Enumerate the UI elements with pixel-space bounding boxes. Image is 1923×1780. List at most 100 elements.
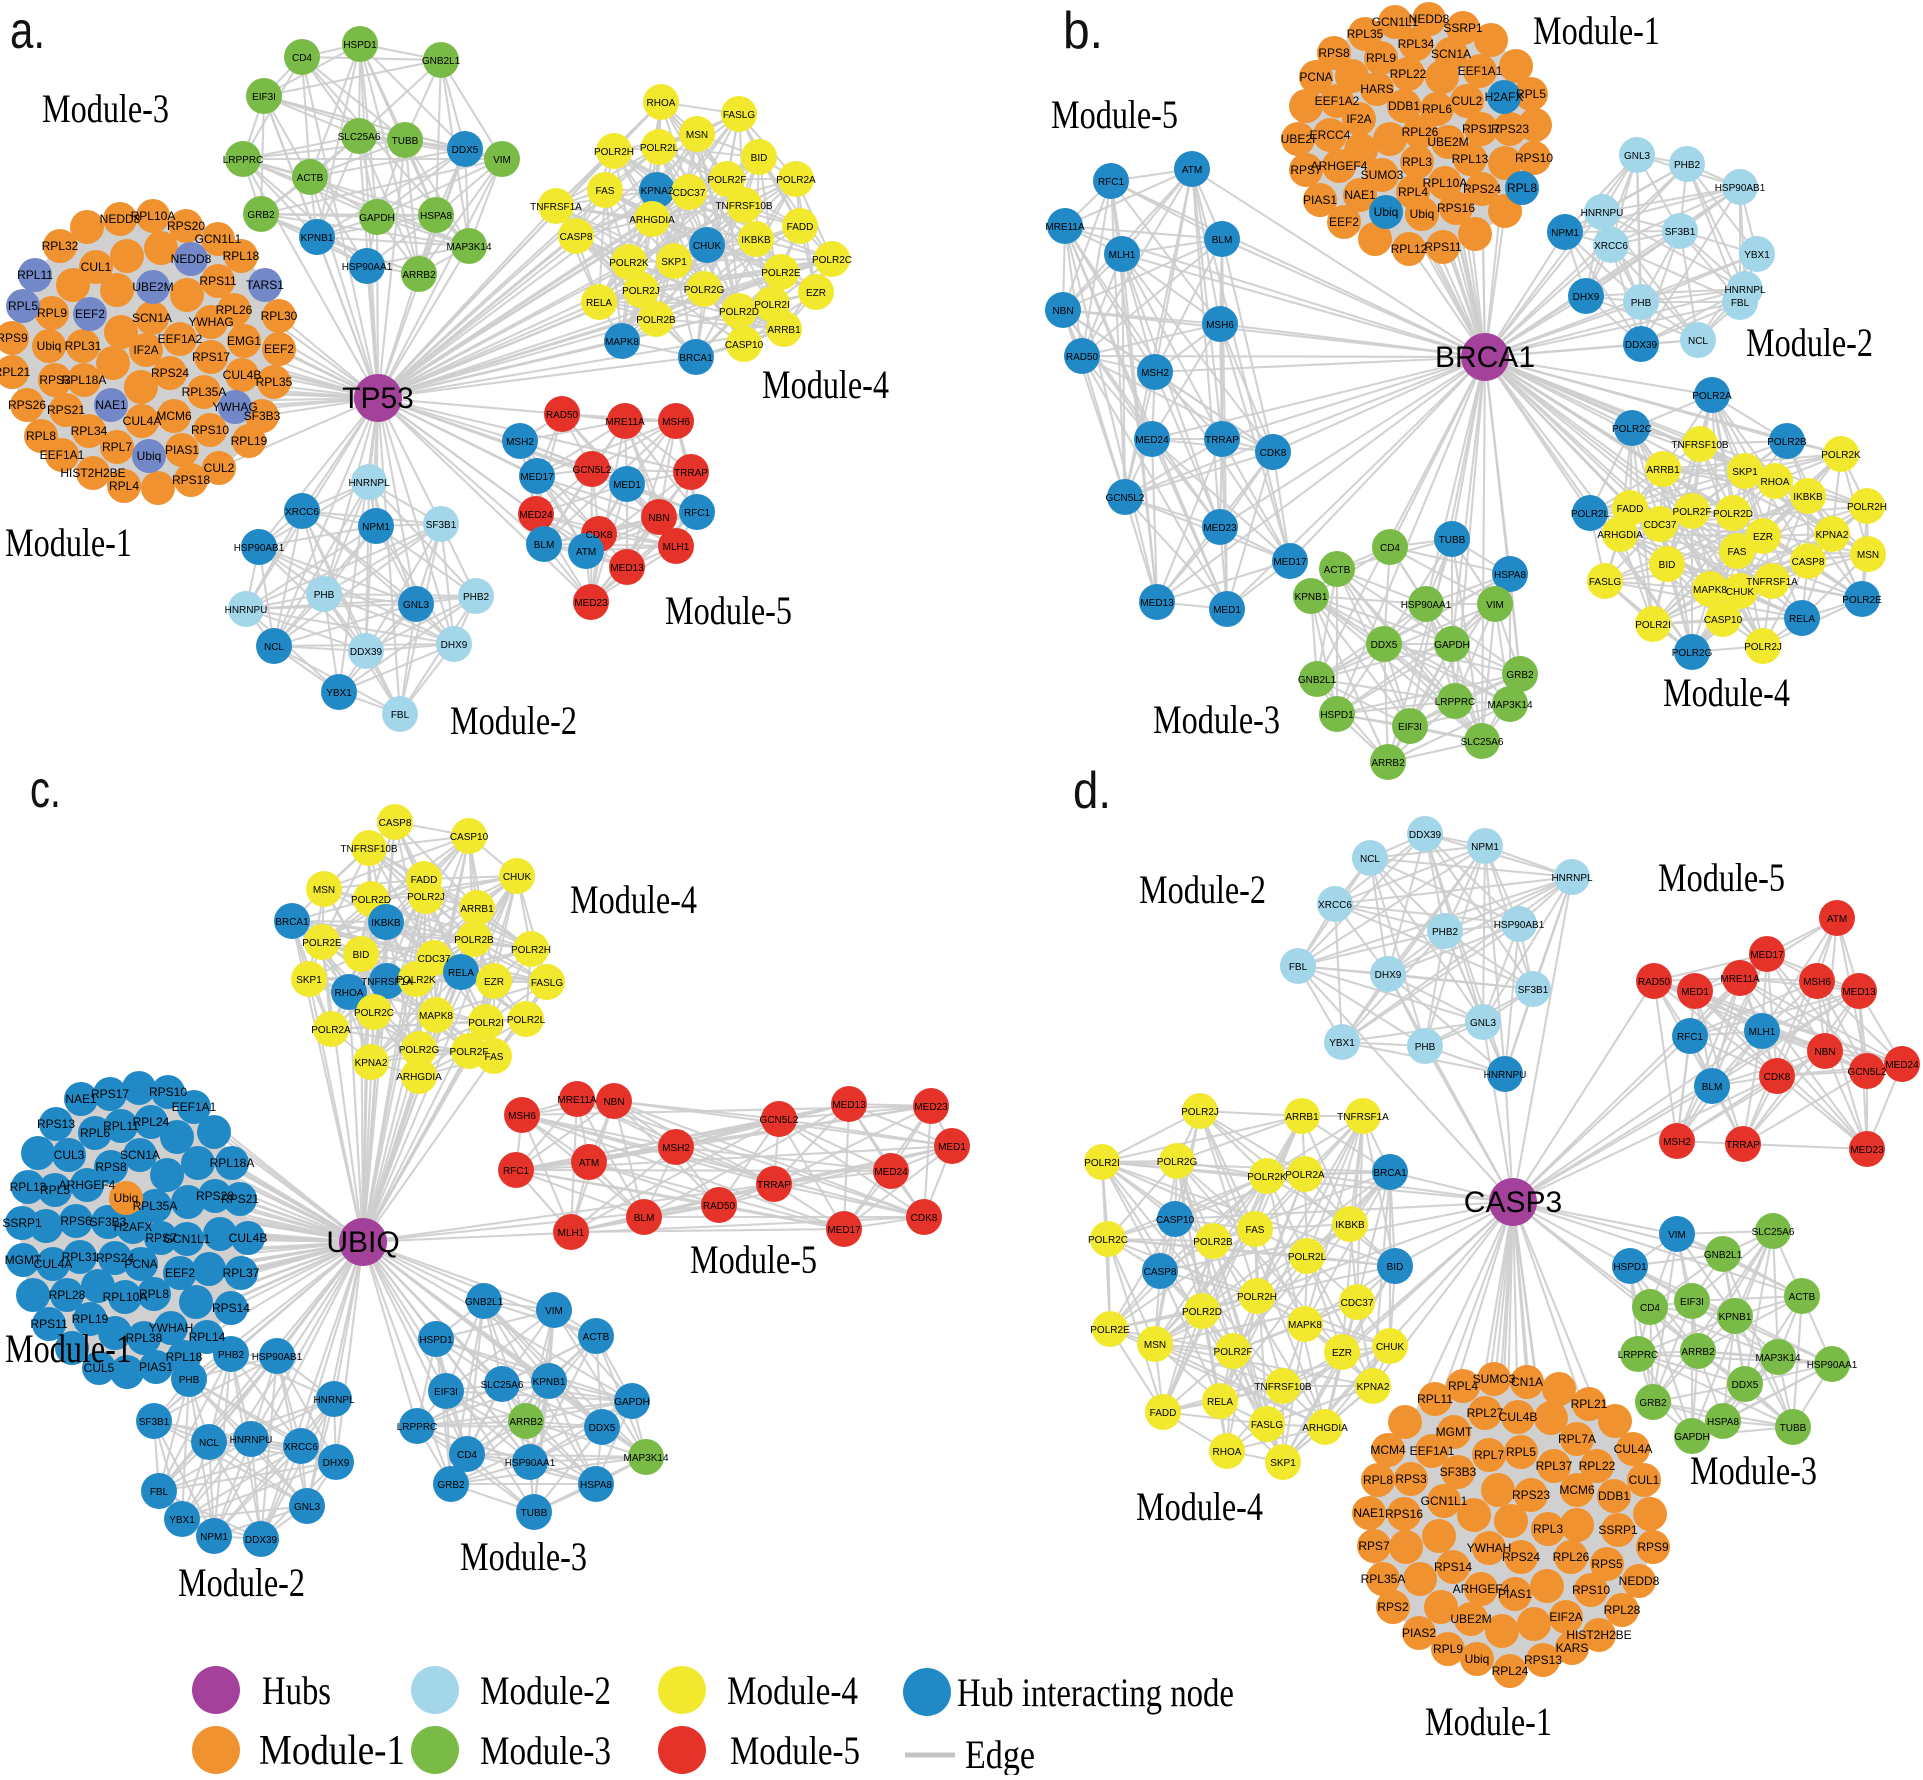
svg-text:CASP10: CASP10 <box>1704 615 1743 626</box>
svg-text:RPS10: RPS10 <box>191 423 229 437</box>
svg-text:POLR2K: POLR2K <box>1821 450 1861 461</box>
svg-text:MSH2: MSH2 <box>1141 368 1169 379</box>
svg-text:CASP3: CASP3 <box>1464 1186 1562 1219</box>
svg-text:CUL4B: CUL4B <box>229 1231 268 1245</box>
svg-text:DHX9: DHX9 <box>323 1458 350 1469</box>
svg-text:Module-3: Module-3 <box>42 86 169 131</box>
svg-text:MSN: MSN <box>1144 1340 1166 1351</box>
svg-text:SLC25A6: SLC25A6 <box>338 132 381 143</box>
svg-text:CUL4A: CUL4A <box>34 1257 73 1271</box>
svg-text:RPS11: RPS11 <box>1424 240 1461 254</box>
svg-text:CASP8: CASP8 <box>1144 1267 1177 1278</box>
svg-text:RPS8: RPS8 <box>95 1160 127 1174</box>
svg-text:RPS11: RPS11 <box>30 1317 67 1331</box>
svg-text:ARRB2: ARRB2 <box>1371 758 1405 769</box>
svg-text:TNFRSF1A: TNFRSF1A <box>530 202 582 213</box>
svg-text:RFC1: RFC1 <box>503 1166 530 1177</box>
svg-text:KARS: KARS <box>1556 1641 1589 1655</box>
svg-text:CDK8: CDK8 <box>911 1213 938 1224</box>
svg-text:MSH6: MSH6 <box>1206 320 1234 331</box>
svg-text:Module-3: Module-3 <box>460 1534 587 1579</box>
svg-text:UBE2M: UBE2M <box>1427 135 1468 149</box>
svg-text:RPL24: RPL24 <box>133 1115 170 1129</box>
svg-text:MED1: MED1 <box>1213 605 1241 616</box>
svg-text:GRB2: GRB2 <box>437 1480 465 1491</box>
svg-text:Ubiq: Ubiq <box>37 339 62 353</box>
svg-text:Hubs: Hubs <box>262 1668 331 1713</box>
svg-text:DDB1: DDB1 <box>1388 99 1420 113</box>
svg-text:RPL6: RPL6 <box>1422 102 1452 116</box>
svg-text:CUL2: CUL2 <box>204 461 235 475</box>
svg-text:HNRNPL: HNRNPL <box>1724 285 1766 296</box>
svg-text:ATM: ATM <box>1827 914 1847 925</box>
svg-text:POLR2K: POLR2K <box>1247 1172 1287 1183</box>
svg-text:GNL3: GNL3 <box>1470 1018 1497 1029</box>
svg-text:RPL35: RPL35 <box>1347 27 1384 41</box>
svg-text:UBE2M: UBE2M <box>132 280 173 294</box>
svg-text:RPL12: RPL12 <box>1391 242 1428 256</box>
svg-text:RPS9: RPS9 <box>0 331 28 345</box>
svg-text:RPS5: RPS5 <box>1591 1557 1623 1571</box>
svg-text:KPNA2: KPNA2 <box>641 186 674 197</box>
svg-text:POLR2L: POLR2L <box>1288 1252 1327 1263</box>
svg-text:ACTB: ACTB <box>1324 565 1351 576</box>
svg-text:RPL22: RPL22 <box>1579 1459 1616 1473</box>
svg-text:HSP90AA1: HSP90AA1 <box>505 1458 556 1469</box>
svg-text:MED17: MED17 <box>520 472 554 483</box>
svg-text:MAPK8: MAPK8 <box>419 1011 453 1022</box>
svg-text:MCM6: MCM6 <box>1559 1483 1595 1497</box>
svg-text:PIAS2: PIAS2 <box>1402 1626 1436 1640</box>
svg-text:RPS13: RPS13 <box>1524 1653 1562 1667</box>
svg-text:RHOA: RHOA <box>647 98 676 109</box>
svg-text:ARHGEF4: ARHGEF4 <box>59 1178 116 1192</box>
svg-text:CUL1: CUL1 <box>1629 1473 1660 1487</box>
svg-text:RAD50: RAD50 <box>703 1201 736 1212</box>
svg-text:UBE2M: UBE2M <box>1450 1612 1491 1626</box>
svg-text:GCN1L1: GCN1L1 <box>1372 15 1419 29</box>
svg-text:BRCA1: BRCA1 <box>275 917 309 928</box>
svg-text:LRPPRC: LRPPRC <box>397 1422 438 1433</box>
svg-text:POLR2C: POLR2C <box>354 1008 394 1019</box>
svg-text:RPS26: RPS26 <box>8 398 46 412</box>
svg-text:ATM: ATM <box>579 1158 599 1169</box>
svg-text:RPL30: RPL30 <box>261 309 298 323</box>
svg-text:SF3B3: SF3B3 <box>244 409 281 423</box>
svg-text:PHB2: PHB2 <box>463 592 490 603</box>
svg-text:TRRAP: TRRAP <box>757 1180 791 1191</box>
svg-text:POLR2B: POLR2B <box>1193 1237 1233 1248</box>
svg-text:HSP90AA1: HSP90AA1 <box>1401 600 1452 611</box>
svg-text:RPS20: RPS20 <box>167 219 205 233</box>
svg-text:MLH1: MLH1 <box>1109 250 1136 261</box>
svg-text:RPS7: RPS7 <box>145 1231 177 1245</box>
svg-text:MED24: MED24 <box>519 510 553 521</box>
svg-text:NCL: NCL <box>199 1438 219 1449</box>
svg-text:SSRP1: SSRP1 <box>2 1216 42 1230</box>
svg-text:RPL18A: RPL18A <box>210 1156 255 1170</box>
svg-text:RPL8: RPL8 <box>1363 1473 1393 1487</box>
svg-text:H2AFX: H2AFX <box>114 1220 153 1234</box>
svg-text:FASLG: FASLG <box>1251 1420 1283 1431</box>
svg-text:PHB: PHB <box>1415 1042 1436 1053</box>
svg-text:BLM: BLM <box>634 1213 655 1224</box>
svg-text:HSP90AB1: HSP90AB1 <box>234 543 285 554</box>
svg-text:MED1: MED1 <box>613 480 641 491</box>
svg-text:HNRNPL: HNRNPL <box>348 478 390 489</box>
svg-text:RPL6: RPL6 <box>80 1126 110 1140</box>
svg-text:RPL10A: RPL10A <box>103 1290 148 1304</box>
svg-text:CDC37: CDC37 <box>1644 520 1677 531</box>
svg-text:RELA: RELA <box>1789 614 1815 625</box>
svg-text:GCN1L1: GCN1L1 <box>1421 1494 1468 1508</box>
svg-text:HNRNPL: HNRNPL <box>1551 873 1593 884</box>
svg-text:Module-3: Module-3 <box>1153 697 1280 742</box>
svg-text:MLH1: MLH1 <box>663 542 690 553</box>
svg-text:SF3B1: SF3B1 <box>139 1417 170 1428</box>
svg-text:EZR: EZR <box>484 977 504 988</box>
svg-text:ACTB: ACTB <box>1789 1292 1816 1303</box>
svg-text:EZR: EZR <box>1753 532 1773 543</box>
svg-text:RPL37: RPL37 <box>223 1266 260 1280</box>
svg-text:MED24: MED24 <box>1885 1060 1919 1071</box>
svg-text:CHUK: CHUK <box>693 241 722 252</box>
svg-text:RPS2: RPS2 <box>1377 1600 1409 1614</box>
svg-text:FBL: FBL <box>391 710 410 721</box>
svg-text:SF3B1: SF3B1 <box>426 520 457 531</box>
